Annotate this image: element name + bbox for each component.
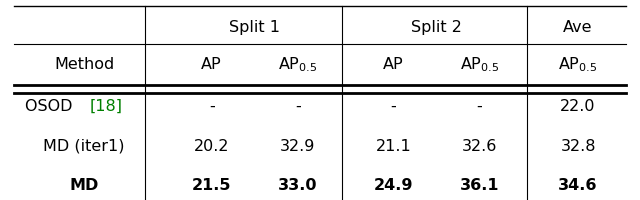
Text: AP$_{0.5}$: AP$_{0.5}$: [558, 55, 598, 74]
Text: 32.8: 32.8: [561, 138, 596, 153]
Text: -: -: [390, 98, 396, 113]
Text: MD: MD: [70, 177, 99, 192]
Text: 22.0: 22.0: [561, 98, 596, 113]
Text: AP$_{0.5}$: AP$_{0.5}$: [460, 55, 499, 74]
Text: MD (iter1): MD (iter1): [44, 138, 125, 153]
Text: -: -: [476, 98, 482, 113]
Text: AP: AP: [383, 57, 404, 72]
Text: -: -: [295, 98, 301, 113]
Text: 34.6: 34.6: [558, 177, 598, 192]
Text: 36.1: 36.1: [460, 177, 499, 192]
Text: 24.9: 24.9: [374, 177, 413, 192]
Text: 32.9: 32.9: [280, 138, 316, 153]
Text: Split 2: Split 2: [411, 20, 461, 34]
Text: AP: AP: [202, 57, 222, 72]
Text: 33.0: 33.0: [278, 177, 317, 192]
Text: -: -: [209, 98, 214, 113]
Text: OSOD: OSOD: [25, 98, 78, 113]
Text: [18]: [18]: [90, 98, 122, 113]
Text: AP$_{0.5}$: AP$_{0.5}$: [278, 55, 317, 74]
Text: Method: Method: [54, 57, 115, 72]
Text: 21.1: 21.1: [376, 138, 411, 153]
Text: Split 1: Split 1: [229, 20, 280, 34]
Text: 32.6: 32.6: [461, 138, 497, 153]
Text: 20.2: 20.2: [194, 138, 229, 153]
Text: Ave: Ave: [563, 20, 593, 34]
Text: 21.5: 21.5: [192, 177, 232, 192]
